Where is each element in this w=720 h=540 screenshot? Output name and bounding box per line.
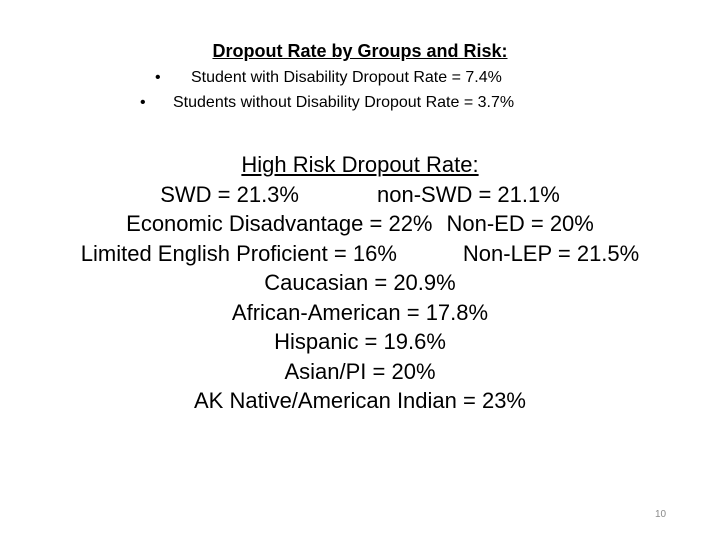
high-risk-heading: High Risk Dropout Rate:	[241, 152, 479, 177]
bullet-text: Student with Disability Dropout Rate = 7…	[191, 69, 502, 86]
rate-left: Economic Disadvantage = 22%	[126, 211, 433, 236]
rate-line: African-American = 17.8%	[231, 299, 489, 325]
rate-right: Non-ED = 20%	[446, 211, 594, 236]
rate-line: AK Native/American Indian = 23%	[193, 388, 526, 413]
rate-line: Caucasian = 20.9%	[264, 270, 456, 295]
bullet-icon: •	[140, 94, 146, 111]
bullet-icon: •	[155, 69, 161, 86]
page-number: 10	[655, 509, 667, 520]
rate-left: SWD = 21.3%	[160, 181, 299, 207]
rate-left: Limited English Proficient = 16%	[80, 240, 397, 266]
rate-pair-row: SWD = 21.3% non-SWD = 21.1%	[0, 180, 720, 210]
rate-line: Asian/PI = 20%	[284, 358, 436, 384]
rate-right: Non-LEP = 21.5%	[462, 240, 640, 266]
rate-line: Hispanic = 19.6%	[274, 329, 446, 354]
slide-title: Dropout Rate by Groups and Risk:	[212, 41, 508, 61]
rate-pair-row: Economic Disadvantage = 22% Non-ED = 20%	[0, 209, 720, 239]
bullet-text: Students without Disability Dropout Rate…	[173, 94, 515, 111]
rate-pair-row: Limited English Proficient = 16% Non-LEP …	[0, 239, 720, 269]
rate-right: non-SWD = 21.1%	[376, 181, 560, 207]
high-risk-section: High Risk Dropout Rate: SWD = 21.3% non-S…	[0, 150, 720, 416]
